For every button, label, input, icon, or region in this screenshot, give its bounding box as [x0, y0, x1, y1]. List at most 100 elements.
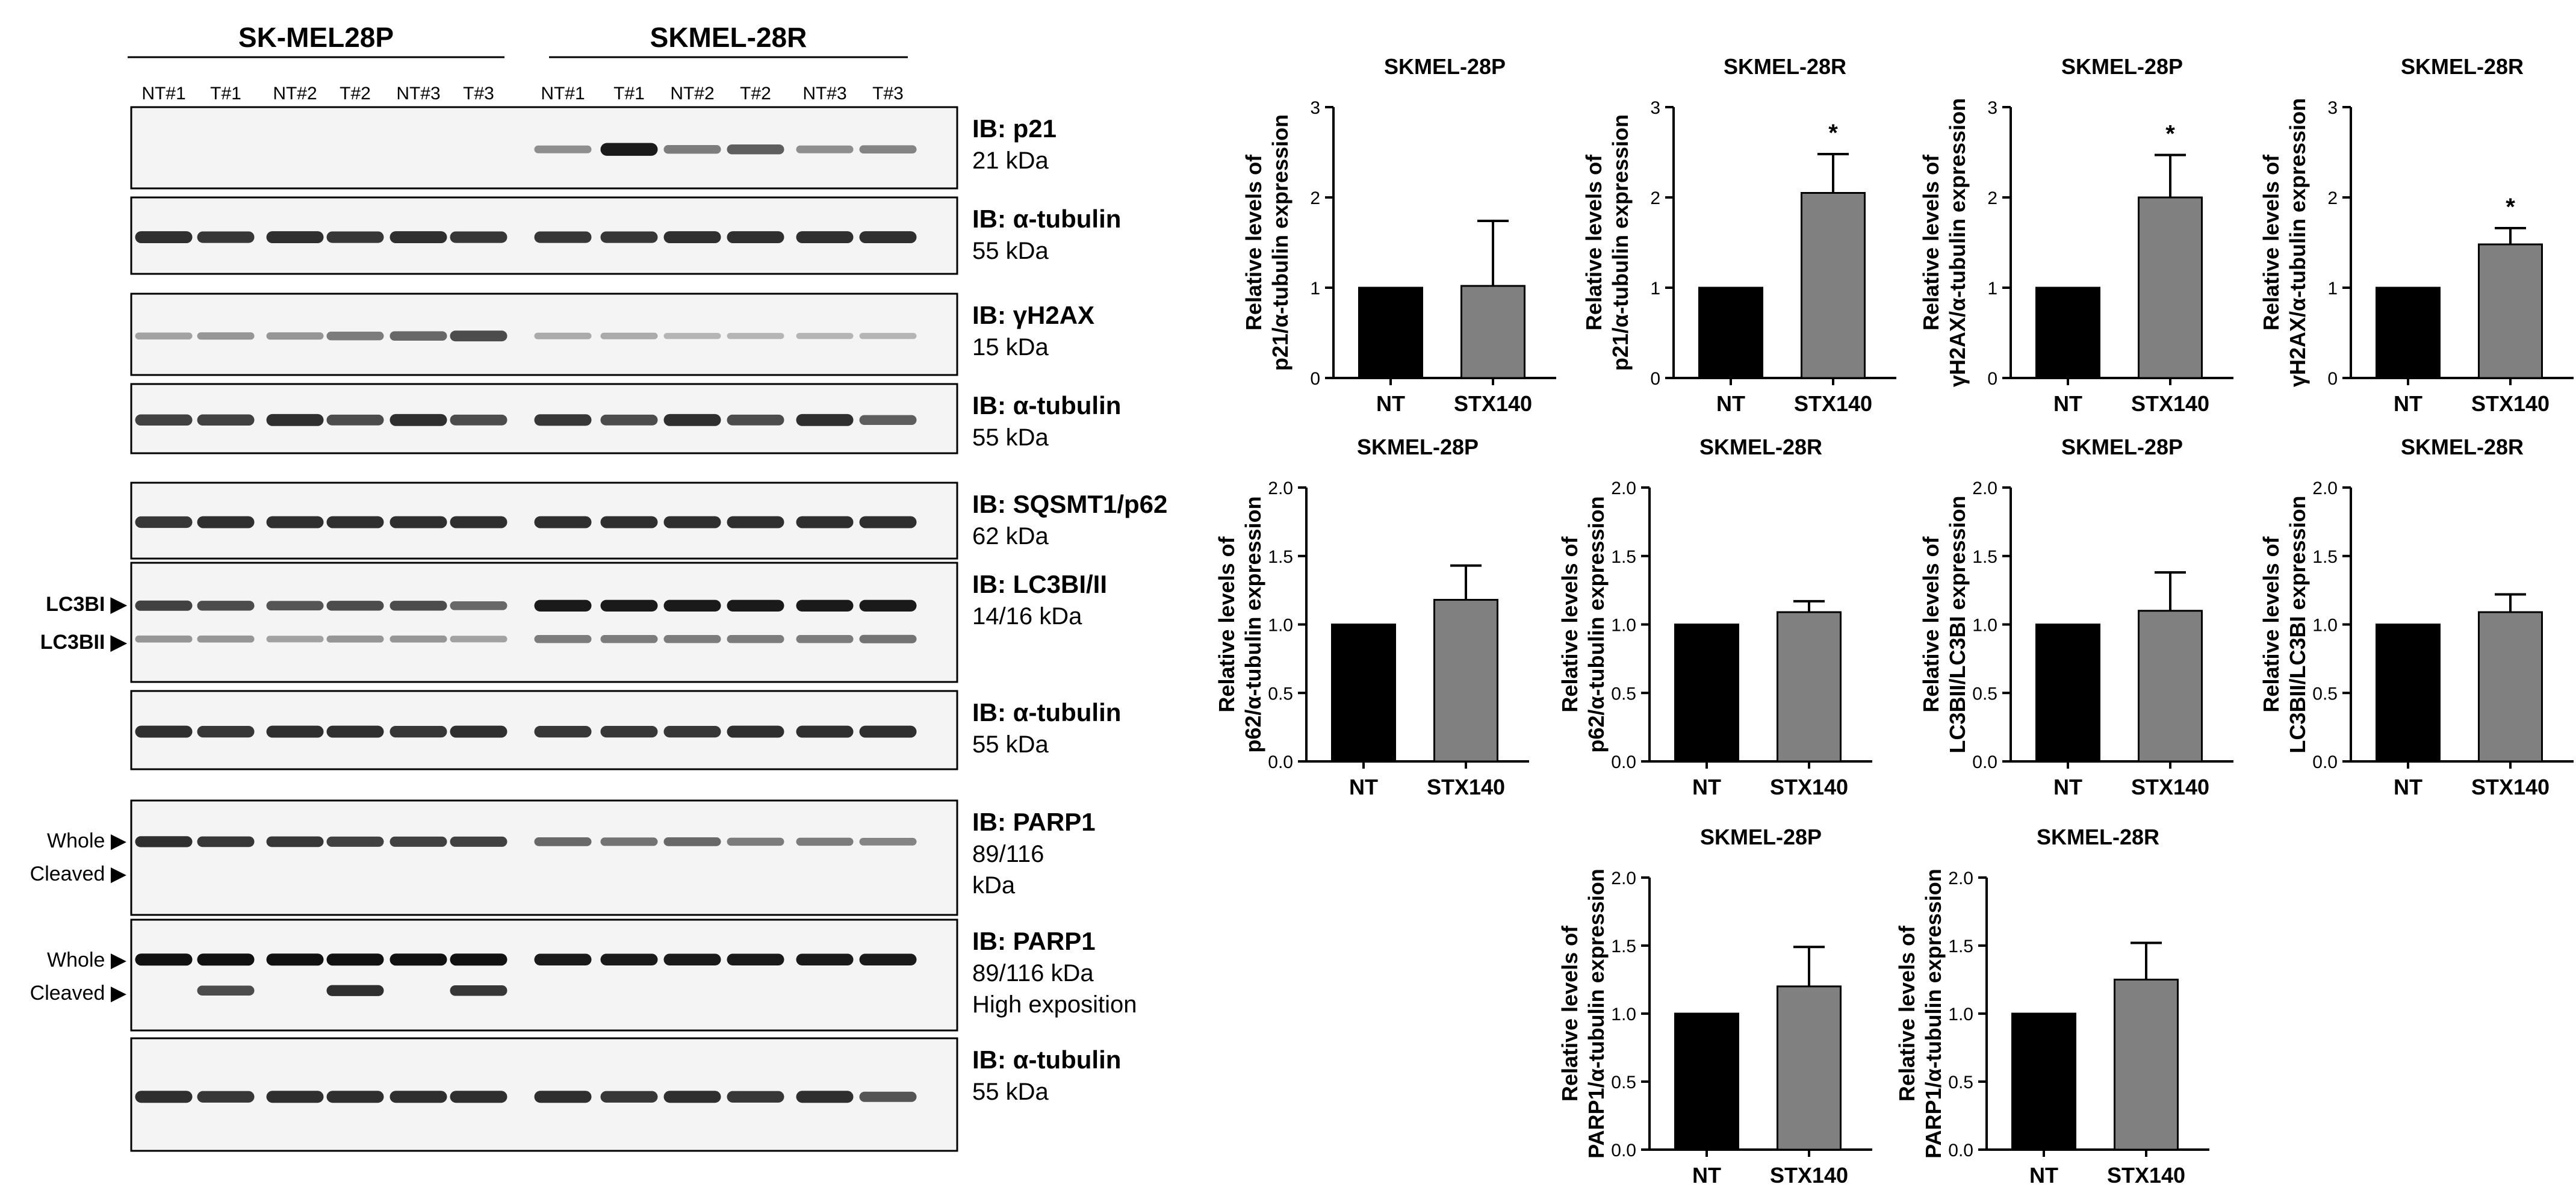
blot-band [727, 414, 784, 426]
blot-band [534, 837, 592, 846]
blot-band [266, 953, 324, 966]
x-tick-label: NT [1692, 775, 1721, 799]
blot-band [727, 837, 784, 846]
y-axis-label: γH2AX/α-tubulin expression [2285, 98, 2310, 387]
blot-band [450, 836, 507, 847]
bar [2035, 287, 2100, 379]
bar [2035, 624, 2100, 763]
y-tick-label: 2.0 [1972, 479, 1997, 498]
blot-panel-label: kDa [972, 872, 1016, 899]
bar-chart: SKMEL-28P 0.0 0.5 1.0 1.5 2.0 Relative levels … [1214, 435, 1529, 799]
blot-panel [130, 562, 958, 683]
y-tick-label: 1.0 [1972, 616, 1997, 636]
y-tick-label: 0.0 [2312, 752, 2338, 772]
y-tick-label: 0.5 [1268, 684, 1293, 704]
blot-panel-label: 89/116 [972, 841, 1044, 867]
x-tick-label: STX140 [2471, 775, 2550, 799]
blot-panel-label: IB: PARP1 [972, 927, 1096, 955]
blot-band [727, 725, 784, 738]
blot-band [663, 333, 721, 339]
y-tick-label: 3 [1310, 98, 1320, 118]
blot-band [326, 725, 384, 738]
blot-band [326, 231, 384, 243]
y-tick-label: 2 [1310, 188, 1320, 208]
blot-band [534, 231, 592, 243]
blot-panel-label: 21 kDa [972, 147, 1049, 174]
blot-panel-label: 62 kDa [972, 523, 1049, 550]
y-tick-label: 2 [1650, 188, 1660, 208]
blot-band [450, 516, 507, 528]
bar [1801, 192, 1866, 379]
blot-band [135, 231, 193, 243]
bar [2011, 1012, 2076, 1151]
blot-band [326, 332, 384, 341]
blot-band [796, 145, 854, 153]
blot-band [390, 601, 447, 611]
x-tick-label: STX140 [1427, 775, 1505, 799]
blot-band [727, 953, 784, 965]
y-tick-label: 0.5 [1948, 1073, 1973, 1092]
blot-panel-label: 55 kDa [972, 731, 1049, 758]
bar-chart: SKMEL-28P 0.0 0.5 1.0 1.5 2.0 Relative levels … [1919, 435, 2233, 799]
blot-band [135, 953, 193, 966]
y-axis-label: PARP1/α-tubulin expression [1921, 869, 1946, 1159]
blot-panel-label: IB: α-tubulin [972, 205, 1121, 233]
x-tick-label: NT [2053, 775, 2082, 799]
y-axis-label: p21/α-tubulin expression [1268, 114, 1293, 371]
blot-band [663, 414, 721, 426]
blot-band [534, 332, 592, 339]
y-tick-label: 0 [2327, 369, 2338, 389]
bar [1698, 287, 1763, 379]
blot-panel-label: 55 kDa [972, 424, 1049, 451]
x-tick-label: NT [2029, 1163, 2058, 1188]
blot-band [796, 1091, 854, 1103]
blot-panel-label: 14/16 kDa [972, 603, 1082, 630]
y-axis-label: γH2AX/α-tubulin expression [1945, 98, 1970, 387]
blot-band [663, 953, 721, 965]
blot-band [266, 836, 324, 847]
bar-chart: SKMEL-28R 0.0 0.5 1.0 1.5 2.0 Relative levels … [2259, 435, 2574, 799]
x-tick-label: STX140 [1794, 391, 1872, 416]
blot-band [450, 1091, 507, 1103]
bar [1358, 287, 1423, 379]
blot-panel [130, 106, 958, 190]
x-tick-label: STX140 [1770, 775, 1848, 799]
blot-band [266, 231, 324, 243]
western-blot-figure: SK-MEL28P NT#1 T#1 NT#2 T#2 NT#3 T#3 SKMEL-28R N… [30, 22, 1167, 1152]
bar [1331, 624, 1396, 763]
blot-band [727, 1091, 784, 1103]
blot-band-marker: Whole ▶ [47, 829, 127, 852]
y-axis-label: p21/α-tubulin expression [1608, 114, 1633, 371]
blot-band [663, 1091, 721, 1103]
blot-lane-label: NT#3 [396, 84, 440, 104]
blot-lane-label: NT#2 [273, 84, 317, 104]
x-tick-label: STX140 [2131, 775, 2209, 799]
blot-band [326, 635, 384, 643]
blot-band [390, 635, 447, 643]
blot-band [266, 636, 324, 643]
y-tick-label: 0.5 [2312, 684, 2338, 704]
blot-band [390, 953, 447, 966]
blot-band [663, 837, 721, 846]
blot-band [266, 725, 324, 738]
blot-band [326, 953, 384, 966]
blot-band-marker: LC3BII ▶ [40, 631, 128, 654]
y-tick-label: 1.5 [2312, 547, 2338, 567]
blot-band [859, 599, 917, 612]
bar-chart: SKMEL-28R 0 1 2 3 Relative levels of γH2AX/α-t… [2259, 54, 2574, 416]
bar [2138, 610, 2203, 763]
blot-panel-label: IB: SQSMT1/p62 [972, 490, 1167, 518]
blot-band [796, 231, 854, 243]
bar-chart: SKMEL-28P 0 1 2 3 Relative levels of p21/α-tub… [1241, 54, 1556, 416]
blot-band [600, 516, 658, 528]
blot-panel-label: IB: α-tubulin [972, 1046, 1121, 1074]
blot-band [859, 145, 917, 153]
bar [1433, 599, 1498, 763]
blot-band [600, 837, 658, 846]
y-tick-label: 1 [1987, 279, 1997, 299]
blot-band [450, 330, 507, 342]
y-tick-label: 1.0 [2312, 616, 2338, 636]
y-tick-label: 0.5 [1611, 684, 1636, 704]
y-tick-label: 1.0 [1611, 616, 1636, 636]
